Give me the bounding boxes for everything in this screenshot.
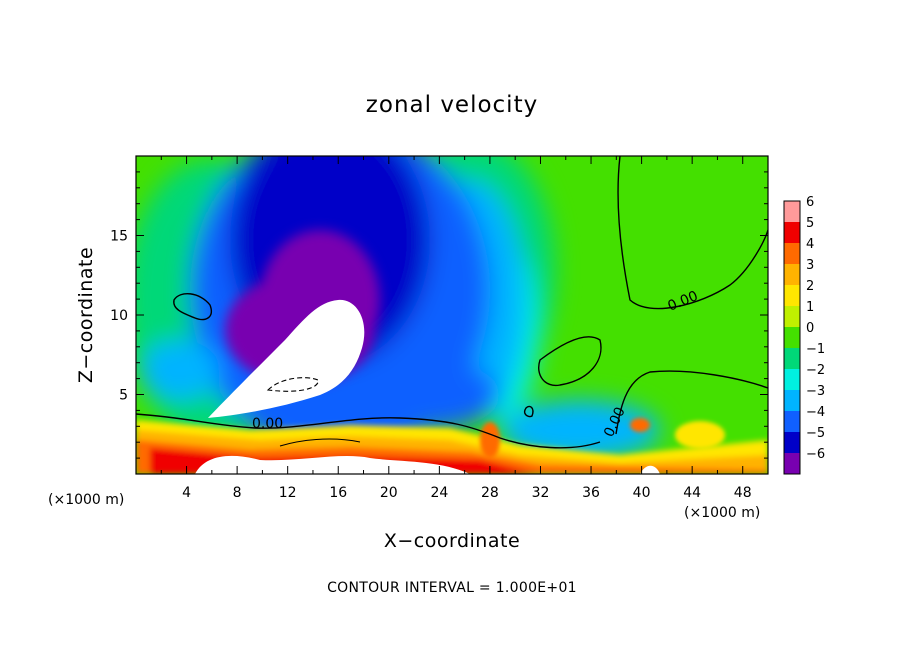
colorbar-label: 6	[806, 195, 814, 210]
colorbar-swatch	[784, 201, 800, 223]
y-tick-label: 10	[110, 308, 128, 324]
contour-field	[136, 156, 768, 474]
colorbar-label: −6	[806, 447, 825, 462]
colorbar-label: −2	[806, 363, 825, 378]
colorbar-label: 4	[806, 237, 814, 252]
colorbar-swatch	[784, 390, 800, 412]
colorbar: 6 5 4 3 2 1 0 −1 −2 −3 −4 −5 −6	[783, 195, 825, 475]
y-axis-label: Z−coordinate	[75, 247, 97, 383]
x-tick-label: 40	[633, 485, 651, 501]
x-tick-label: 48	[734, 485, 752, 501]
colorbar-label: 2	[806, 279, 814, 294]
x-tick-label: 16	[329, 485, 347, 501]
chart-title: zonal velocity	[366, 92, 538, 118]
colorbar-swatch	[784, 453, 800, 475]
x-tick-label: 12	[279, 485, 297, 501]
y-unit-label: (×1000 m)	[48, 492, 124, 508]
x-tick-label: 28	[481, 485, 499, 501]
colorbar-swatch	[784, 411, 800, 433]
colorbar-swatch	[784, 348, 800, 370]
colorbar-swatch	[784, 285, 800, 307]
x-tick-label: 36	[582, 485, 600, 501]
x-tick-label: 44	[683, 485, 701, 501]
colorbar-label: 0	[806, 321, 814, 336]
contour-interval-note: CONTOUR INTERVAL = 1.000E+01	[327, 580, 577, 596]
contour-label: 0.00	[252, 416, 283, 432]
colorbar-label: 3	[806, 258, 814, 273]
colorbar-swatch	[784, 432, 800, 454]
colorbar-frame	[783, 200, 801, 475]
x-ticks: 4 8 12 16 20 24 28 32 36 40 44 48	[160, 156, 752, 501]
x-unit-label: (×1000 m)	[684, 505, 760, 521]
colorbar-label: 5	[806, 216, 814, 231]
y-tick-label: 5	[119, 388, 128, 404]
colorbar-swatch	[784, 243, 800, 265]
colorbar-swatch	[784, 264, 800, 286]
colorbar-swatch	[784, 222, 800, 244]
colorbar-swatch	[784, 369, 800, 391]
colorbar-label: −3	[806, 384, 825, 399]
colorbar-swatch	[784, 327, 800, 349]
colorbar-label: −1	[806, 342, 825, 357]
y-tick-label: 15	[110, 229, 128, 245]
x-tick-label: 24	[430, 485, 448, 501]
x-tick-label: 4	[182, 485, 191, 501]
x-axis-label: X−coordinate	[384, 530, 520, 552]
colorbar-label: 1	[806, 300, 814, 315]
x-tick-label: 20	[380, 485, 398, 501]
colorbar-label: −4	[806, 405, 825, 420]
y-ticks: 5 10 15	[110, 171, 768, 459]
colorbar-label: −5	[806, 426, 825, 441]
x-tick-label: 8	[233, 485, 242, 501]
x-tick-label: 32	[532, 485, 550, 501]
colorbar-swatch	[784, 306, 800, 328]
